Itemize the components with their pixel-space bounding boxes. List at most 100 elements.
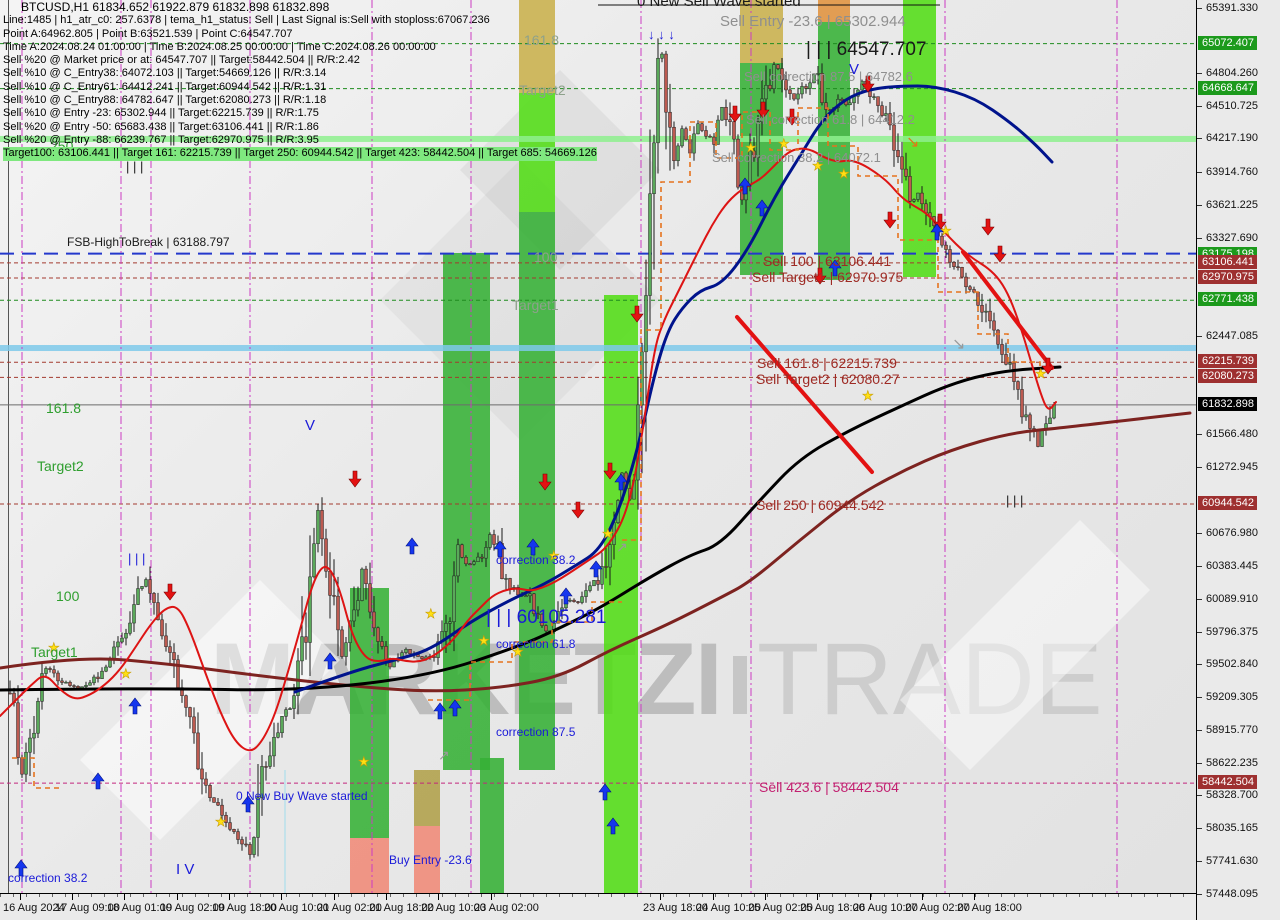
info-line-sell-entry23: Sell %10 @ Entry -23: 65302.944 || Targe… <box>3 107 319 120</box>
price-tick <box>1197 172 1202 174</box>
buy-arrow-icon <box>606 817 620 835</box>
buy-arrow-icon <box>14 859 28 877</box>
buy-arrow-icon <box>598 783 612 801</box>
buy-arrow-icon <box>241 795 255 813</box>
star-marker-icon: ★ <box>838 167 850 182</box>
price-tick <box>1197 631 1202 633</box>
star-marker-icon: ★ <box>215 815 227 830</box>
star-marker-icon: ★ <box>745 141 757 156</box>
sell-arrow-icon <box>538 473 552 491</box>
info-line-times: Time A:2024.08.24 01:00:00 | Time B:2024… <box>3 40 436 53</box>
price-tick-label: 65391.330 <box>1206 1 1258 14</box>
price-tick-label: 59502.840 <box>1206 658 1258 671</box>
price-tick-label: 60383.445 <box>1206 560 1258 573</box>
buy-arrow-icon <box>589 560 603 578</box>
star-marker-icon: ★ <box>425 607 437 622</box>
info-panel: BTCUSD,H1 61834.652 61922.879 61832.898 … <box>3 0 597 161</box>
price-tick-label: 58915.770 <box>1206 723 1258 736</box>
price-tick <box>1197 105 1202 107</box>
time-label: 18 Aug 01:00 <box>107 902 172 914</box>
symbol-ohlc-line: BTCUSD,H1 61834.652 61922.879 61832.898 … <box>21 0 330 14</box>
price-tick <box>1197 893 1202 895</box>
time-label: 23 Aug 02:00 <box>474 902 539 914</box>
buy-arrow-icon <box>828 259 842 277</box>
star-marker-icon: ★ <box>602 527 614 542</box>
time-label: 27 Aug 02:00 <box>905 902 970 914</box>
price-level-badge: 62215.739 <box>1198 354 1257 369</box>
price-tick-label: 64510.725 <box>1206 99 1258 112</box>
star-marker-icon: ★ <box>358 755 370 770</box>
time-label: 22 Aug 10:00 <box>421 902 486 914</box>
time-tick <box>177 894 178 900</box>
time-label: 27 Aug 18:00 <box>957 902 1022 914</box>
watermark-divider <box>732 656 747 714</box>
info-line-sell-entry61: Sell %10 @ C_Entry61: 64412.241 || Targe… <box>3 80 327 93</box>
price-axis[interactable]: 65391.330 64804.260 64510.725 64217.190 6391… <box>1196 0 1280 920</box>
price-tick-label: 63327.690 <box>1206 231 1258 244</box>
time-tick <box>386 894 387 900</box>
sell-arrow-icon <box>163 583 177 601</box>
star-marker-icon: ★ <box>48 641 60 656</box>
price-tick <box>1197 860 1202 862</box>
price-tick-label: 64804.260 <box>1206 66 1258 79</box>
price-tick <box>1197 335 1202 337</box>
time-axis[interactable]: 16 Aug 2024 17 Aug 09:00 18 Aug 01:00 19 Au… <box>0 893 1196 920</box>
star-marker-icon: ★ <box>862 389 874 404</box>
sell-arrow-icon <box>756 101 770 119</box>
price-tick <box>1197 237 1202 239</box>
price-tick <box>1197 533 1202 535</box>
star-marker-icon: ★ <box>812 159 824 174</box>
buy-arrow-icon <box>433 702 447 720</box>
price-tick-label: 60089.910 <box>1206 592 1258 605</box>
time-label: 25 Aug 18:00 <box>800 902 865 914</box>
sell-arrow-icon <box>571 501 585 519</box>
price-tick-label: 59209.305 <box>1206 691 1258 704</box>
price-tick <box>1197 7 1202 9</box>
price-tick-label: 57448.095 <box>1206 887 1258 900</box>
price-tick <box>1197 466 1202 468</box>
price-level-badge: 64668.647 <box>1198 80 1257 95</box>
sell-arrow-icon <box>993 245 1007 263</box>
price-level-badge: 65072.407 <box>1198 35 1257 50</box>
price-tick <box>1197 204 1202 206</box>
sell-arrow-icon <box>883 211 897 229</box>
price-level-badge: 58442.504 <box>1198 775 1257 790</box>
price-tick <box>1197 762 1202 764</box>
info-line-signal: Line:1485 | h1_atr_c0: 257.6378 | tema_h… <box>3 14 490 27</box>
star-marker-icon: ★ <box>512 645 524 660</box>
time-tick <box>870 894 871 900</box>
time-tick <box>922 894 923 900</box>
time-label: 19 Aug 18:00 <box>212 902 277 914</box>
time-label: 24 Aug 10:00 <box>696 902 761 914</box>
sell-arrow-icon <box>813 267 827 285</box>
time-tick <box>72 894 73 900</box>
time-label: 20 Aug 10:00 <box>264 902 329 914</box>
buy-arrow-icon <box>614 473 628 491</box>
price-tick-label: 64217.190 <box>1206 132 1258 145</box>
price-level-badge: 60944.542 <box>1198 496 1257 510</box>
price-tick-label: 57741.630 <box>1206 854 1258 867</box>
info-line-sell-market: Sell %20 @ Market price or at: 64547.707… <box>3 54 360 67</box>
price-tick <box>1197 434 1202 436</box>
price-level-badge: 62771.438 <box>1198 292 1257 307</box>
time-tick <box>817 894 818 900</box>
price-tick-label: 58035.165 <box>1206 822 1258 835</box>
time-tick <box>334 894 335 900</box>
info-line-sell-entry88: Sell %10 @ C_Entry88: 64782.647 || Targe… <box>3 94 327 107</box>
star-marker-icon: ★ <box>778 137 790 152</box>
chart-plot-area[interactable]: MARKETZITRADE ★★★★★★★★★★★★★★★★ 0 New Sel… <box>0 0 1196 893</box>
price-tick <box>1197 795 1202 797</box>
price-tick <box>1197 598 1202 600</box>
price-tick-label: 61272.945 <box>1206 460 1258 473</box>
time-tick <box>229 894 230 900</box>
candlestick-chart[interactable]: ★ ★ ★ ★ ★ ★ ★ ★ ★ ★ ★ ★ ★ ★ ★ ★ <box>0 0 1196 893</box>
price-level-badge: 61832.898 <box>1198 396 1257 411</box>
price-level-badge: 62970.975 <box>1198 269 1257 284</box>
sell-arrow-icon <box>728 105 742 123</box>
price-tick <box>1197 72 1202 74</box>
sell-arrow-icon <box>630 305 644 323</box>
time-label: 19 Aug 02:00 <box>160 902 225 914</box>
star-marker-icon: ★ <box>120 667 132 682</box>
star-marker-icon: ★ <box>478 634 490 649</box>
